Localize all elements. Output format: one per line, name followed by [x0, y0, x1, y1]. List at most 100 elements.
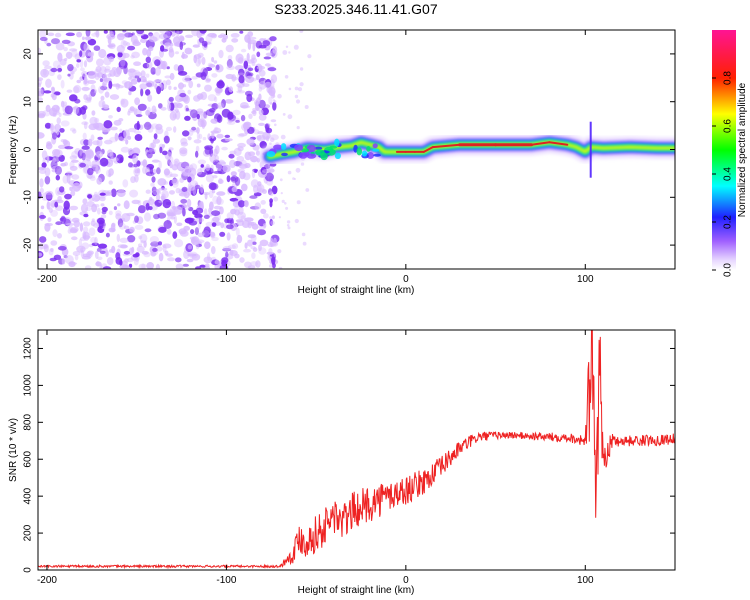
noise-speckle	[65, 32, 75, 37]
noise-speckle	[151, 105, 157, 114]
noise-speckle	[43, 243, 49, 253]
noise-speckle	[108, 115, 113, 119]
noise-speckle	[278, 216, 281, 219]
noise-speckle	[65, 51, 73, 59]
noise-speckle	[132, 154, 139, 164]
noise-speckle	[227, 111, 234, 120]
noise-speckle	[113, 206, 117, 211]
noise-speckle	[120, 98, 129, 108]
noise-speckle	[181, 51, 185, 60]
noise-speckle	[268, 86, 276, 97]
noise-speckle	[97, 256, 103, 261]
noise-speckle	[145, 109, 151, 116]
track-blob	[326, 148, 336, 156]
noise-speckle	[45, 78, 52, 89]
noise-speckle	[64, 146, 74, 150]
noise-speckle	[236, 155, 245, 162]
noise-speckle	[198, 133, 203, 140]
noise-speckle	[138, 263, 147, 269]
noise-speckle	[129, 189, 139, 198]
noise-speckle	[59, 186, 65, 193]
noise-speckle	[247, 239, 253, 247]
spectrogram-x-label: Height of straight line (km)	[298, 285, 415, 296]
noise-speckle	[90, 220, 96, 227]
noise-speckle	[70, 226, 79, 233]
noise-speckle	[38, 47, 42, 55]
noise-speckle	[129, 106, 135, 112]
noise-speckle	[60, 79, 65, 89]
noise-speckle	[55, 221, 63, 226]
noise-speckle	[161, 60, 168, 70]
noise-speckle	[83, 94, 88, 101]
noise-speckle	[100, 203, 105, 207]
noise-speckle	[166, 210, 176, 218]
noise-speckle	[116, 67, 125, 71]
noise-speckle	[270, 49, 278, 59]
noise-speckle	[44, 223, 51, 232]
noise-speckle	[154, 67, 161, 76]
noise-speckle	[84, 36, 92, 41]
x-tick-label: -200	[37, 575, 57, 586]
track-blob	[273, 144, 283, 150]
noise-speckle	[151, 80, 157, 87]
noise-speckle	[264, 81, 272, 89]
noise-speckle	[57, 233, 62, 239]
noise-speckle	[159, 146, 163, 154]
noise-speckle	[168, 147, 174, 151]
noise-speckle	[44, 167, 51, 177]
noise-speckle	[71, 236, 78, 241]
noise-speckle	[207, 94, 217, 102]
x-tick-label: 0	[403, 274, 409, 285]
noise-speckle	[85, 30, 91, 37]
noise-speckle	[174, 239, 184, 248]
noise-speckle	[216, 102, 225, 110]
noise-speckle	[145, 56, 151, 63]
noise-speckle	[173, 86, 177, 91]
noise-speckle	[284, 75, 289, 79]
noise-speckle	[150, 182, 155, 187]
noise-speckle	[140, 88, 144, 97]
noise-speckle	[104, 91, 110, 98]
noise-speckle	[300, 162, 305, 166]
noise-speckle	[272, 99, 276, 102]
noise-speckle	[76, 31, 83, 38]
noise-speckle	[41, 162, 47, 169]
noise-speckle	[46, 141, 52, 147]
noise-speckle	[137, 103, 147, 111]
noise-speckle	[262, 131, 271, 140]
noise-speckle	[42, 110, 51, 117]
track-core-segment	[431, 143, 461, 149]
noise-speckle	[133, 39, 140, 44]
noise-speckle	[58, 112, 62, 118]
noise-speckle	[210, 164, 214, 173]
noise-speckle	[258, 244, 262, 252]
noise-speckle	[87, 194, 93, 199]
spectrogram-x-ticks: -200 -100 0 100	[37, 30, 594, 285]
noise-speckle	[226, 65, 235, 71]
noise-speckle	[94, 122, 104, 131]
y-tick-label: 10	[23, 96, 34, 108]
noise-speckle	[148, 32, 154, 37]
noise-speckle	[123, 200, 130, 210]
noise-speckle	[94, 250, 99, 259]
noise-speckle	[250, 155, 258, 163]
noise-speckle	[76, 79, 81, 84]
noise-speckle	[53, 254, 62, 260]
track-blob	[294, 144, 304, 152]
noise-speckle	[218, 49, 224, 59]
noise-speckle	[176, 30, 180, 38]
noise-speckle	[205, 173, 214, 183]
noise-speckle	[244, 200, 249, 208]
noise-speckle	[199, 30, 207, 34]
noise-speckle	[164, 42, 172, 47]
noise-speckle	[136, 160, 141, 167]
noise-speckle	[196, 127, 200, 134]
colorbar-gradient	[712, 30, 736, 270]
noise-speckle	[150, 251, 157, 257]
noise-speckle	[128, 90, 132, 96]
noise-speckle	[280, 192, 283, 195]
noise-speckle	[155, 194, 161, 201]
snr-y-ticks: 0 200 400 600 800 1000 1200	[23, 337, 675, 573]
noise-speckle	[50, 248, 54, 252]
noise-speckle	[266, 168, 275, 174]
